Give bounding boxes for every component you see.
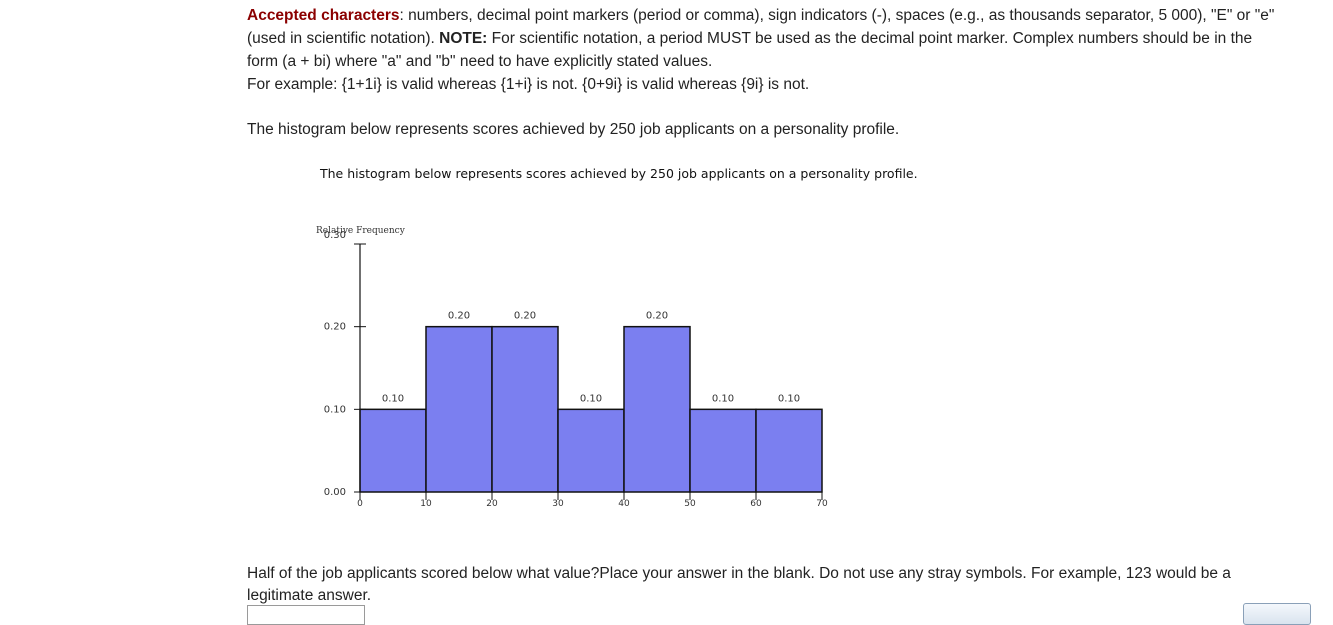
submit-button[interactable] bbox=[1243, 603, 1311, 625]
histogram-bar bbox=[359, 408, 427, 493]
question-text: Half of the job applicants scored below … bbox=[247, 565, 1231, 604]
note-label: NOTE: bbox=[439, 30, 488, 47]
question-intro: The histogram below represents scores ac… bbox=[247, 121, 900, 138]
x-tick-label: 30 bbox=[552, 499, 564, 509]
bar-value-label: 0.20 bbox=[448, 311, 470, 322]
y-tick-label: 0.00 bbox=[324, 487, 346, 498]
accepted-characters-title: Accepted characters bbox=[247, 7, 400, 24]
chart-title: The histogram below represents scores ac… bbox=[319, 166, 918, 181]
histogram-bar bbox=[425, 325, 493, 493]
bar-value-label: 0.10 bbox=[778, 393, 800, 404]
histogram-bar bbox=[491, 325, 559, 493]
x-tick-label: 10 bbox=[420, 499, 432, 509]
histogram-bar bbox=[623, 325, 691, 493]
histogram-bar bbox=[689, 408, 757, 493]
x-tick-label: 60 bbox=[750, 499, 762, 509]
x-tick-label: 0 bbox=[357, 499, 363, 509]
accepted-characters-text: : numbers, decimal point markers (period… bbox=[247, 7, 1275, 47]
answer-input[interactable] bbox=[247, 605, 365, 625]
y-tick-label: 0.20 bbox=[324, 322, 346, 333]
histogram-figure: The histogram below represents scores ac… bbox=[240, 150, 940, 530]
instructions: Accepted characters: numbers, decimal po… bbox=[247, 4, 1277, 96]
histogram-chart: The histogram below represents scores ac… bbox=[316, 166, 918, 509]
x-tick-label: 40 bbox=[618, 499, 630, 509]
y-tick-label: 0.30 bbox=[324, 230, 346, 241]
x-tick-label: 50 bbox=[684, 499, 696, 509]
bar-value-label: 0.10 bbox=[580, 393, 602, 404]
example-text: For example: {1+1i} is valid whereas {1+… bbox=[247, 76, 810, 93]
bar-value-label: 0.20 bbox=[646, 311, 668, 322]
histogram-bar bbox=[557, 408, 625, 493]
histogram-bar bbox=[755, 408, 823, 493]
bar-value-label: 0.10 bbox=[382, 393, 404, 404]
x-tick-label: 20 bbox=[486, 499, 498, 509]
y-axis-label: Relative Frequency bbox=[316, 226, 406, 236]
y-tick-label: 0.10 bbox=[324, 404, 346, 415]
x-tick-label: 70 bbox=[816, 499, 828, 509]
note-text: For scientific notation, a period MUST b… bbox=[247, 30, 1253, 70]
bar-value-label: 0.10 bbox=[712, 393, 734, 404]
bar-value-label: 0.20 bbox=[514, 311, 536, 322]
